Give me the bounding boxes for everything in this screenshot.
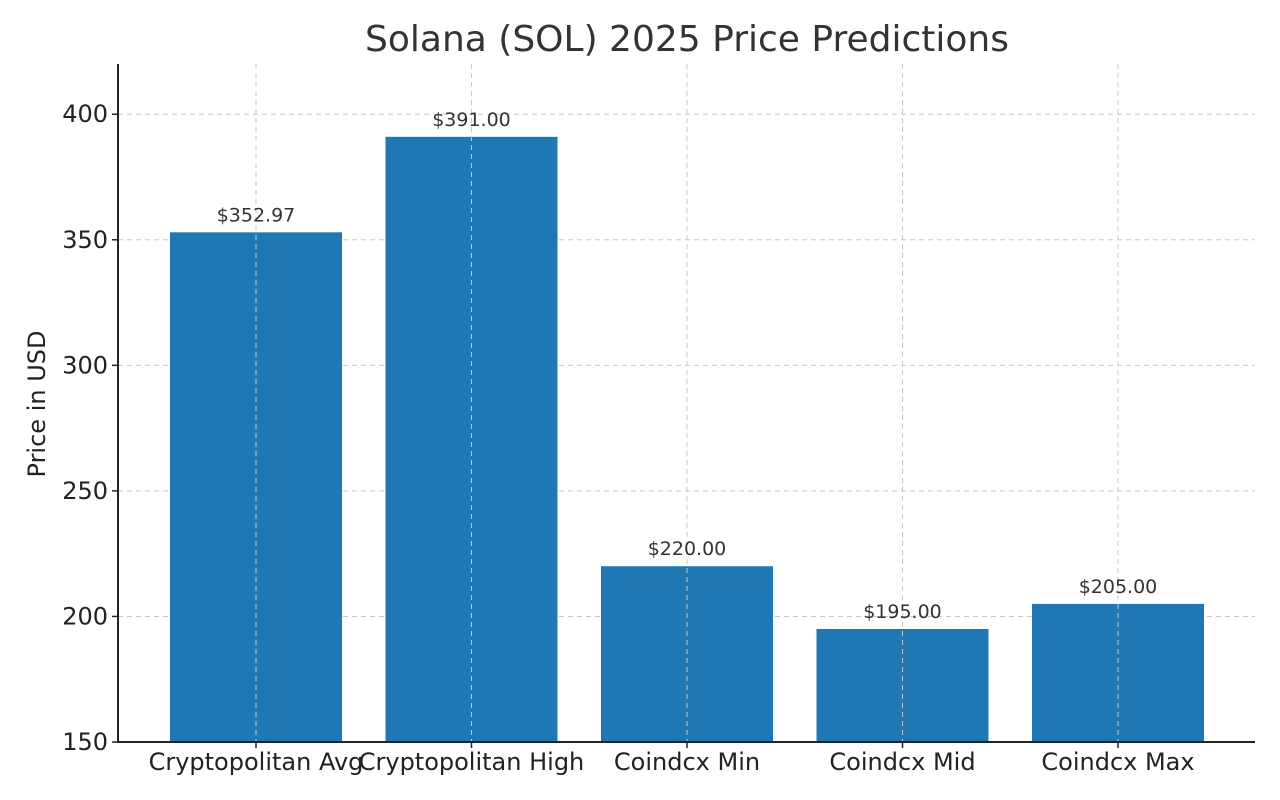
y-tick-label-200: 200 — [62, 602, 108, 630]
x-tick-label-1: Cryptopolitan High — [359, 748, 585, 776]
chart-title: Solana (SOL) 2025 Price Predictions — [365, 19, 1009, 60]
bar-value-label-3: $195.00 — [863, 601, 942, 623]
y-tick-label-350: 350 — [62, 226, 108, 254]
bar-value-label-2: $220.00 — [648, 538, 727, 560]
bar-value-label-4: $205.00 — [1079, 576, 1158, 598]
y-axis-label: Price in USD — [23, 331, 51, 478]
bar-value-label-1: $391.00 — [432, 109, 511, 131]
y-tick-label-300: 300 — [62, 351, 108, 379]
axes — [112, 64, 1255, 748]
x-tick-label-3: Coindcx Mid — [829, 748, 975, 776]
x-tick-label-0: Cryptopolitan Avg — [149, 748, 364, 776]
bar-value-label-0: $352.97 — [217, 204, 296, 226]
y-tick-label-250: 250 — [62, 477, 108, 505]
labels: 150 200 250 300 350 400 Cryptopolitan AvgCrypt… — [62, 100, 1194, 776]
x-tick-label-4: Coindcx Max — [1041, 748, 1194, 776]
y-tick-label-150: 150 — [62, 728, 108, 756]
y-tick-label-400: 400 — [62, 100, 108, 128]
x-tick-label-2: Coindcx Min — [614, 748, 760, 776]
